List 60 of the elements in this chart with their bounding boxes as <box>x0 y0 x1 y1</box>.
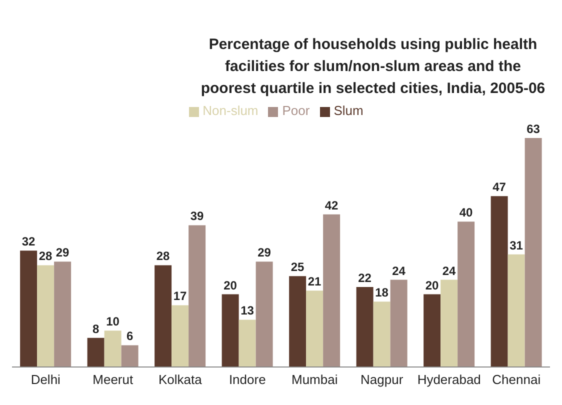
chart-title: Percentage of households using public health facilities for slum/non-slum areas and the poorest quartile in selected cities, India, 2005-06 <box>200 35 546 99</box>
x-tick-label: Nagpur <box>360 372 404 388</box>
data-label: 42 <box>324 198 339 212</box>
legend-label: Slum <box>334 103 364 118</box>
x-tick-label: Mumbai <box>292 372 338 388</box>
data-label: 24 <box>442 264 456 278</box>
data-label: 29 <box>56 246 70 260</box>
bar <box>188 225 206 367</box>
data-label: 18 <box>375 286 389 300</box>
data-label: 20 <box>425 278 440 292</box>
x-tick-label: Meerut <box>92 372 134 388</box>
bar <box>222 294 239 367</box>
bar <box>20 250 38 367</box>
legend-label: Poor <box>282 103 310 118</box>
data-label: 28 <box>156 249 170 264</box>
bar <box>458 222 475 367</box>
bar <box>323 214 340 367</box>
bar <box>104 330 122 367</box>
bar <box>524 138 542 367</box>
data-label: 17 <box>173 289 188 304</box>
x-tick-label: Hyderabad <box>417 372 481 388</box>
data-label: 47 <box>492 180 506 194</box>
bar <box>490 196 508 367</box>
x-tick-label: Delhi <box>30 372 61 388</box>
data-label: 39 <box>190 209 204 224</box>
bar <box>87 338 104 367</box>
x-tick-label: Kolkata <box>158 372 203 388</box>
data-label: 63 <box>526 122 540 136</box>
data-label: 29 <box>258 246 272 260</box>
x-tick-label: Chennai <box>492 372 541 388</box>
bar <box>440 280 458 367</box>
data-label: 28 <box>38 249 53 264</box>
bar <box>154 265 172 367</box>
bar <box>37 265 54 367</box>
bar <box>356 287 374 367</box>
bar <box>306 290 324 367</box>
bar <box>289 276 306 367</box>
bar <box>256 262 273 367</box>
data-label: 10 <box>106 314 120 329</box>
bar <box>172 305 189 367</box>
bar <box>424 294 441 367</box>
legend-label: Non-slum <box>202 103 258 118</box>
bar <box>54 262 72 367</box>
data-label: 40 <box>459 206 474 220</box>
bar <box>508 254 525 367</box>
data-label: 25 <box>290 260 305 274</box>
data-label: 6 <box>126 329 134 344</box>
bar <box>390 280 408 367</box>
data-label: 13 <box>240 304 254 318</box>
data-label: 8 <box>92 322 100 336</box>
bar <box>121 345 138 367</box>
data-label: 24 <box>392 264 406 278</box>
data-label: 21 <box>308 274 322 289</box>
bar <box>238 320 256 367</box>
x-tick-label: Indore <box>228 372 266 388</box>
data-label: 32 <box>22 234 36 249</box>
data-label: 22 <box>358 271 372 286</box>
data-label: 20 <box>224 278 238 292</box>
bar <box>373 302 390 367</box>
data-label: 31 <box>510 238 524 252</box>
